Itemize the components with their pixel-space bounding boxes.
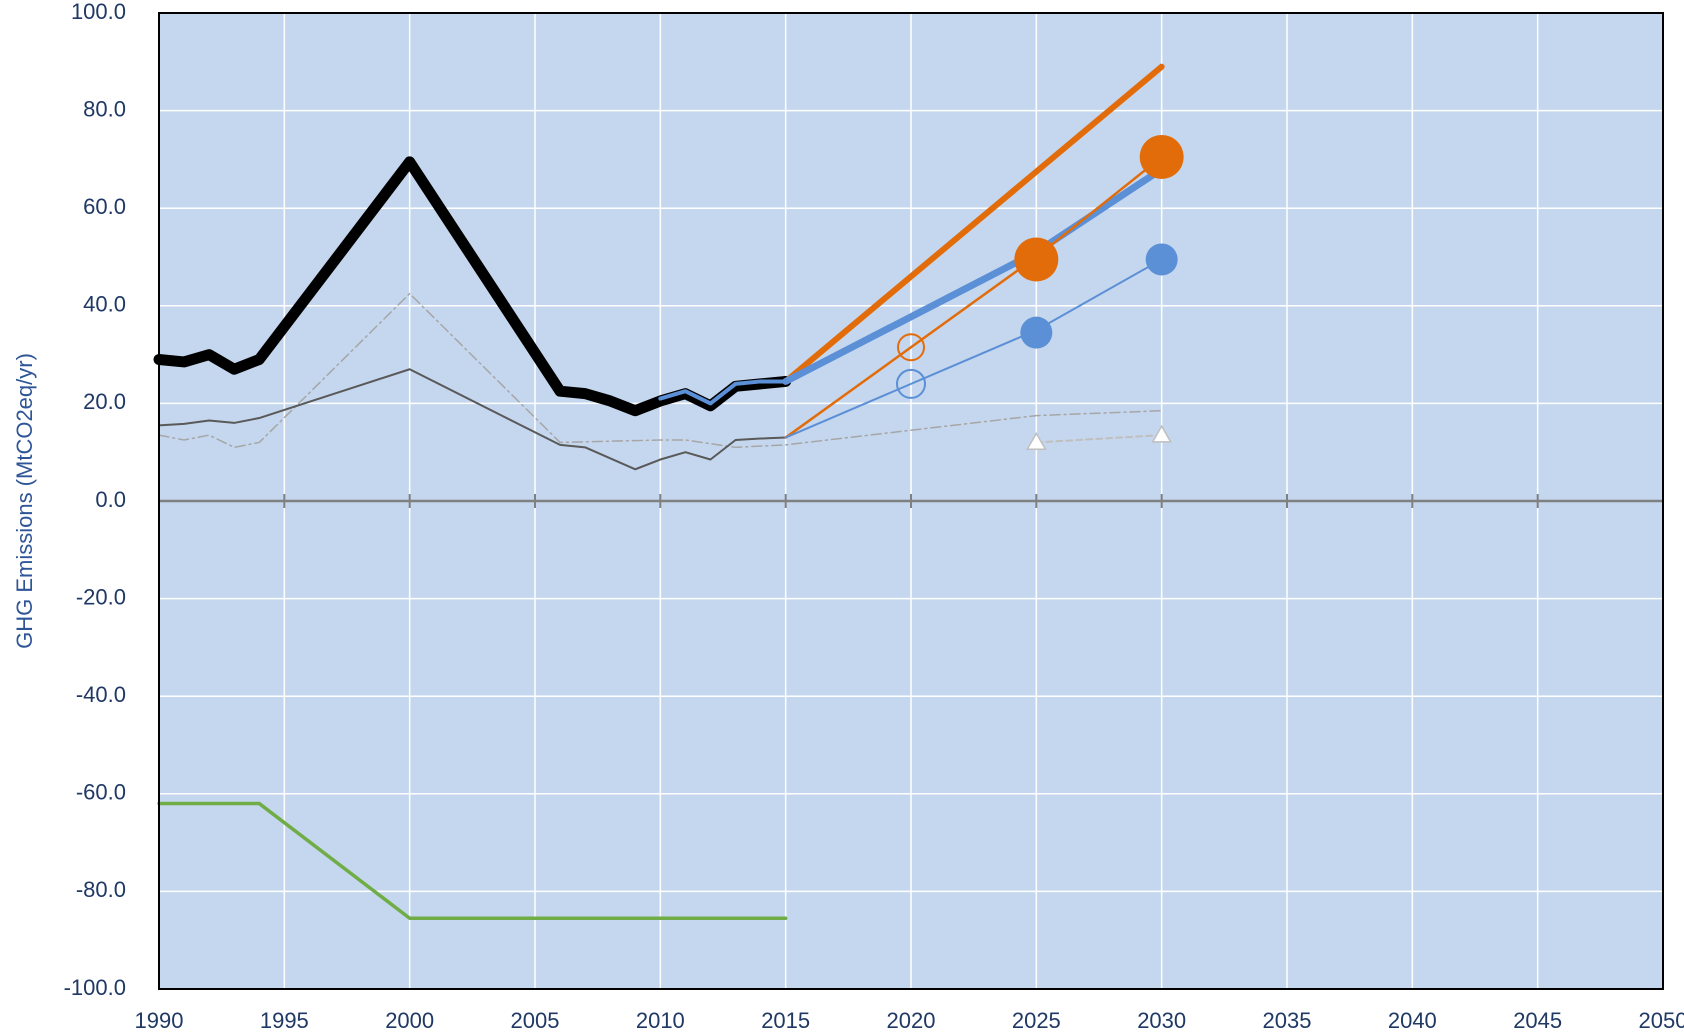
marker bbox=[896, 368, 926, 399]
marker bbox=[897, 333, 925, 362]
marker bbox=[1026, 431, 1047, 450]
y-tick-label: -100.0 bbox=[64, 975, 126, 1000]
x-tick-label: 2050 bbox=[1639, 1008, 1684, 1033]
marker bbox=[1145, 243, 1178, 276]
y-tick-label: 0.0 bbox=[95, 487, 126, 512]
series-line bbox=[784, 155, 1163, 439]
y-tick-label: -80.0 bbox=[76, 877, 126, 902]
x-tick-label: 2000 bbox=[385, 1008, 434, 1033]
y-axis-title: GHG Emissions (MtCO2eq/yr) bbox=[12, 353, 37, 649]
x-tick-label: 2010 bbox=[636, 1008, 685, 1033]
x-tick-label: 2015 bbox=[761, 1008, 810, 1033]
y-tick-label: 20.0 bbox=[83, 389, 126, 414]
series-line bbox=[158, 292, 1163, 449]
marks bbox=[153, 63, 1184, 920]
y-tick-label: 60.0 bbox=[83, 194, 126, 219]
plot-border bbox=[158, 12, 1664, 990]
series-line bbox=[784, 258, 1163, 439]
x-tick-label: 2040 bbox=[1388, 1008, 1437, 1033]
y-tick-label: -60.0 bbox=[76, 780, 126, 805]
y-tick-label: -20.0 bbox=[76, 584, 126, 609]
series-line bbox=[158, 368, 787, 471]
marker bbox=[1014, 237, 1059, 282]
marker bbox=[1020, 316, 1053, 349]
x-tick-label: 2020 bbox=[887, 1008, 936, 1033]
x-tick-label: 2025 bbox=[1012, 1008, 1061, 1033]
series-line bbox=[782, 63, 1165, 385]
series-line bbox=[658, 379, 788, 406]
series-line bbox=[157, 801, 788, 920]
x-tick-label: 2030 bbox=[1137, 1008, 1186, 1033]
y-tick-label: 80.0 bbox=[83, 96, 126, 121]
y-tick-label: 100.0 bbox=[71, 0, 126, 24]
x-tick-label: 1990 bbox=[135, 1008, 184, 1033]
marker bbox=[1151, 424, 1172, 443]
y-tick-label: 40.0 bbox=[83, 292, 126, 317]
series-line bbox=[1035, 434, 1163, 444]
x-tick-label: 1995 bbox=[260, 1008, 309, 1033]
marker bbox=[1139, 134, 1184, 179]
y-tick-label: -40.0 bbox=[76, 682, 126, 707]
x-tick-label: 2005 bbox=[511, 1008, 560, 1033]
x-tick-label: 2035 bbox=[1263, 1008, 1312, 1033]
x-tick-label: 2045 bbox=[1513, 1008, 1562, 1033]
